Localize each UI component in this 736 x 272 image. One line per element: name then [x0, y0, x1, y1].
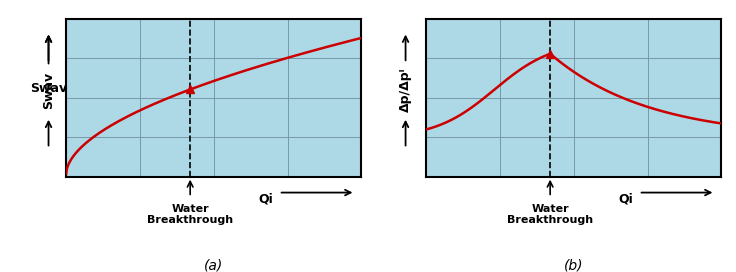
Text: Qi: Qi — [258, 193, 273, 206]
Text: Δp/Δpᴵ: Δp/Δpᴵ — [399, 68, 412, 112]
Text: (a): (a) — [204, 259, 224, 272]
Text: Swav: Swav — [42, 72, 55, 109]
Text: Swav: Swav — [30, 82, 67, 95]
Text: Qi: Qi — [618, 193, 633, 206]
Text: (b): (b) — [564, 259, 584, 272]
Text: Water
Breakthrough: Water Breakthrough — [147, 204, 233, 225]
Text: Water
Breakthrough: Water Breakthrough — [507, 204, 593, 225]
